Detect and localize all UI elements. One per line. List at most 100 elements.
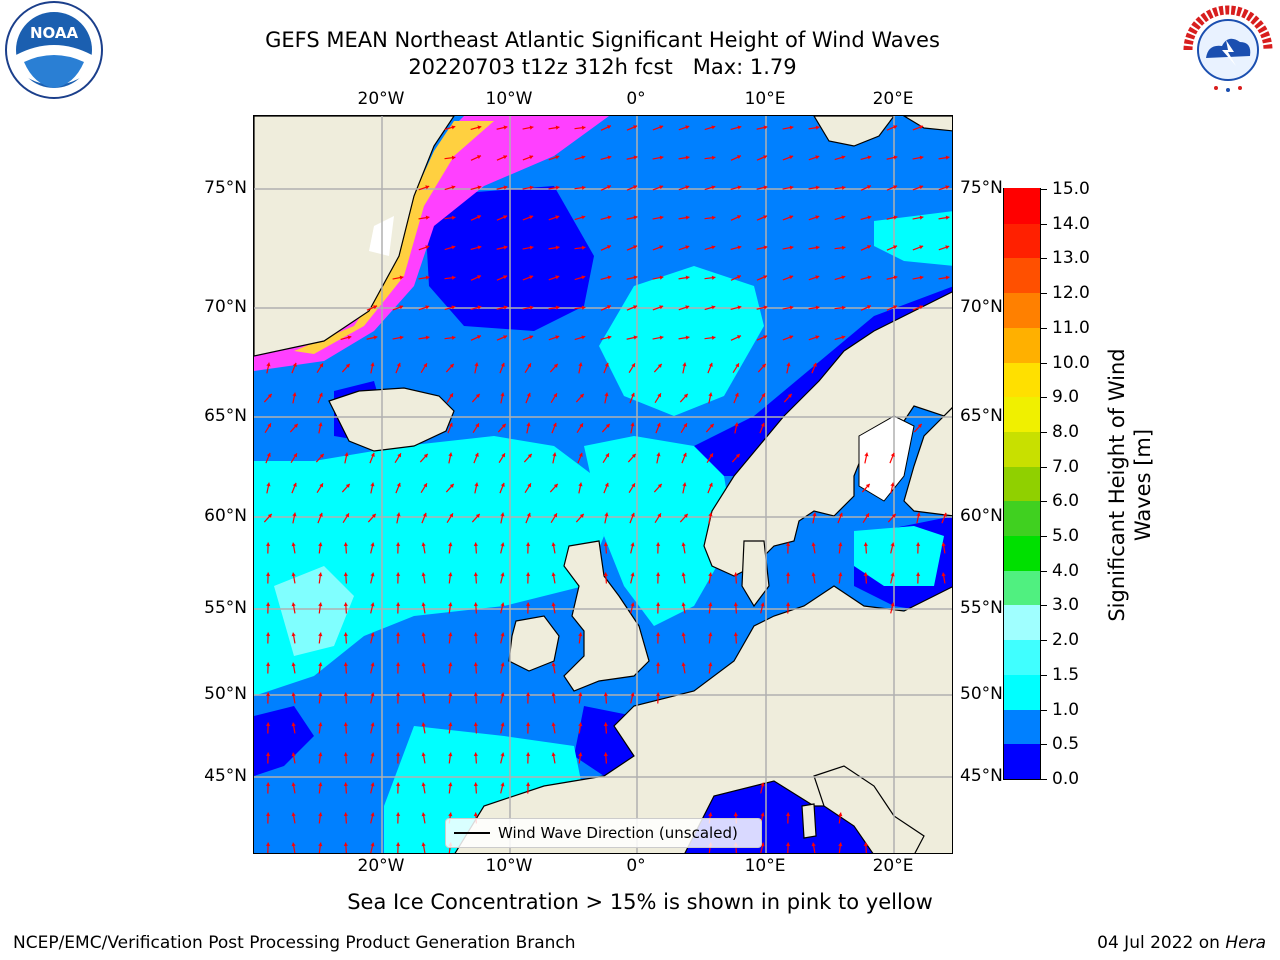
wave-direction-arrowhead [789,155,794,160]
wave-direction-arrowhead [581,125,586,130]
lat-label-right: 55°N [960,598,1003,618]
wave-direction-arrowhead [319,363,323,368]
wave-direction-arrowhead [373,305,378,310]
wave-direction-arrowhead [474,362,479,367]
wave-direction-arrowhead [631,453,636,458]
wave-direction-arrowhead [553,363,558,368]
wave-direction-arrowhead [605,453,609,458]
colorbar-tick-label: 8.0 [1052,421,1080,442]
wave-vhigh-region [274,566,354,656]
wave-direction-arrowhead [815,155,820,160]
wave-direction-arrowhead [529,125,534,130]
colorbar-tick [1041,466,1047,468]
wave-direction-arrowhead [737,335,741,340]
wave-direction-arrowhead [633,275,638,280]
wave-direction-arrowhead [760,782,765,787]
wave-direction-arrowhead [319,453,324,458]
wave-direction-arrowhead [863,542,868,547]
wave-direction-arrowhead [475,423,479,428]
wave-direction-arrowhead [399,275,404,280]
wave-direction-arrowhead [867,155,872,160]
ireland-land [508,615,560,672]
wave-direction-arrowhead [425,275,430,280]
colorbar-tick-label: 1.0 [1052,699,1080,720]
map-panel [253,115,953,854]
wave-direction-arrowhead [789,215,794,220]
wave-direction-arrowhead [789,305,794,310]
wave-direction-arrowhead [265,722,271,726]
wave-direction-arrowhead [292,512,297,517]
colorbar-tick [1041,709,1047,711]
wave-direction-arrowhead [581,335,586,340]
wave-direction-arrowhead [685,185,690,190]
wave-direction-arrowhead [893,125,898,130]
colorbar-tick-label: 2.0 [1052,630,1080,651]
wave-direction-arrowhead [422,512,427,517]
wave-direction-arrowhead [423,483,427,488]
wave-direction-arrowhead [292,362,297,367]
wave-direction-arrowhead [553,483,558,488]
wave-direction-arrowhead [607,155,612,160]
colorbar-segment [1004,709,1040,745]
wave-direction-arrowhead [421,782,426,787]
iceland-land [328,387,455,452]
map-title: GEFS MEAN Northeast Atlantic Significant… [265,28,940,52]
wave-direction-arrowhead [396,482,401,487]
wave-direction-arrowhead [473,722,478,727]
wave-direction-arrowhead [425,335,430,340]
wave-direction-arrowhead [292,392,297,397]
wave-direction-arrowhead [265,542,271,546]
wave-direction-arrowhead [421,842,426,847]
wave-direction-arrowhead [477,125,482,130]
wave-direction-arrowhead [451,155,456,160]
wave-direction-arrowhead [395,692,401,696]
colorbar-tick-label: 7.0 [1052,456,1080,477]
wave-direction-arrowhead [838,542,843,547]
wave-direction-arrowhead [655,632,661,636]
wave-direction-arrowhead [343,812,348,817]
wave-direction-arrowhead [603,722,608,727]
footer-date-text: 04 Jul 2022 on [1097,933,1226,953]
footer-host: Hera [1225,933,1266,953]
wave-direction-arrowhead [500,542,505,547]
wave-direction-arrowhead [815,275,820,280]
wave-direction-arrowhead [421,752,426,757]
wave-direction-arrowhead [657,363,662,368]
wave-direction-arrowhead [318,842,323,847]
wave-direction-arrowhead [526,422,531,427]
wave-direction-arrowhead [711,185,716,190]
wave-direction-arrowhead [890,452,895,457]
wave-direction-arrowhead [529,155,534,160]
wave-direction-arrowhead [291,752,296,757]
wave-direction-arrowhead [604,392,609,397]
wave-direction-arrowhead [451,185,456,190]
wave-direction-arrowhead [760,602,765,607]
wave-direction-arrowhead [863,572,868,577]
wave-direction-arrowhead [318,632,323,637]
lat-label-left: 70°N [204,297,247,317]
wave-direction-arrowhead [553,393,557,398]
wave-direction-arrowhead [503,215,508,220]
colorbar-segment [1004,188,1040,224]
wave-direction-arrowhead [763,275,768,280]
wave-direction-arrowhead [529,335,534,340]
wave-direction-arrowhead [525,602,531,606]
colorbar-tick [1041,189,1047,190]
wave-direction-arrowhead [633,305,638,310]
wave-direction-arrowhead [841,185,846,190]
wave-direction-arrowhead [477,335,481,340]
footer-date: 04 Jul 2022 on Hera [1097,933,1266,953]
wave-direction-arrowhead [607,305,611,310]
wave-direction-arrowhead [890,602,895,607]
wave-direction-arrowhead [448,632,453,637]
wave-direction-arrowhead [708,572,713,577]
wave-direction-arrowhead [919,215,924,220]
colorbar-tick [1041,570,1047,572]
wave-direction-arrowhead [708,482,713,487]
wave-direction-arrowhead [343,602,348,607]
wave-direction-arrowhead [815,305,820,310]
wave-direction-arrowhead [734,392,739,397]
wave-direction-arrowhead [657,393,661,398]
wave-direction-arrowhead [477,215,481,220]
wave-direction-arrowhead [631,363,635,368]
